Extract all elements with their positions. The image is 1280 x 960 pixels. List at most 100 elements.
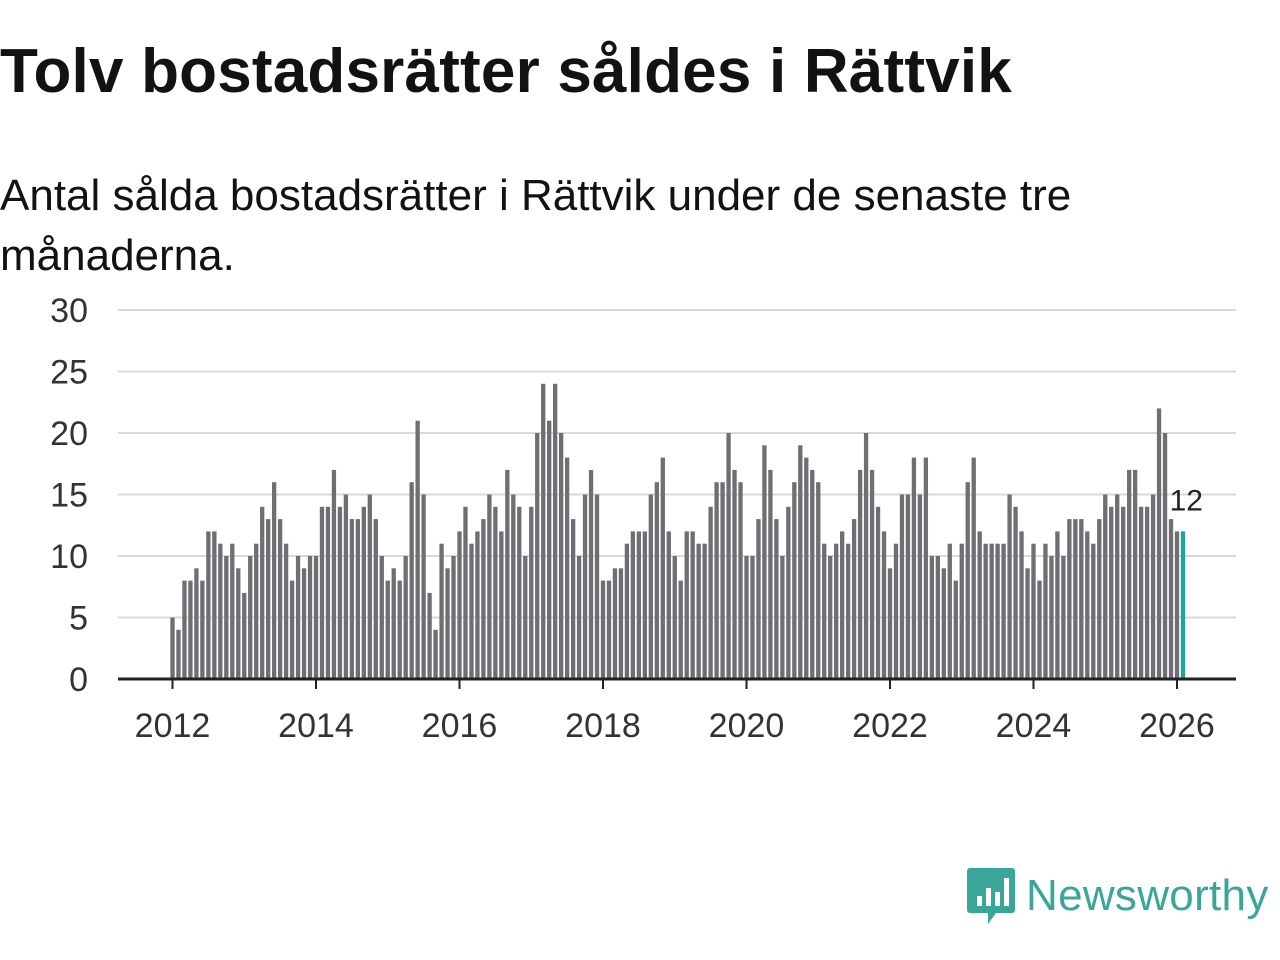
bar [965, 482, 970, 679]
bar [1174, 531, 1180, 679]
chart-subtitle: Antal sålda bostadsrätter i Rättvik unde… [0, 171, 1072, 280]
bar [881, 531, 887, 679]
bar [337, 506, 343, 679]
bar [875, 506, 881, 679]
bar [224, 556, 229, 679]
bar [929, 556, 934, 679]
bar [409, 482, 414, 679]
newsworthy-logo-icon [967, 868, 1015, 924]
bar [582, 494, 588, 679]
bar [487, 494, 492, 679]
bar [684, 531, 689, 679]
y-tick-label: 10 [50, 538, 88, 576]
bar [678, 580, 683, 679]
bar [271, 482, 277, 679]
bar [947, 543, 952, 679]
bar [612, 568, 618, 679]
bar [242, 592, 247, 679]
bar [905, 494, 911, 679]
bar [1001, 543, 1006, 679]
y-tick-label: 30 [50, 292, 88, 330]
y-tick-label: 15 [50, 477, 88, 515]
bar [780, 556, 785, 679]
bar [236, 568, 241, 679]
bar [283, 543, 289, 679]
bar [857, 469, 863, 679]
bar [636, 531, 642, 679]
bar [385, 580, 390, 679]
bar [810, 469, 815, 679]
bar [732, 469, 737, 679]
bar [953, 580, 958, 679]
x-tick-label: 2024 [996, 707, 1072, 745]
bar [756, 519, 761, 679]
bar [1043, 543, 1048, 679]
bar [828, 556, 833, 679]
bar [863, 433, 869, 679]
y-tick-label: 5 [69, 600, 88, 638]
bar [923, 457, 929, 679]
bar [726, 433, 731, 679]
bar [511, 494, 516, 679]
bar [696, 543, 701, 679]
bar [505, 469, 510, 679]
bar [804, 457, 809, 679]
bar [421, 494, 426, 679]
bar [714, 482, 719, 679]
bar [917, 494, 923, 679]
chart-title: Tolv bostadsrätter såldes i Rättvik [0, 37, 1012, 106]
bar [576, 556, 582, 679]
bar [325, 506, 331, 679]
bar [822, 543, 827, 679]
bar [445, 568, 450, 679]
bar [481, 519, 486, 679]
bar [230, 543, 235, 679]
bar [1085, 531, 1090, 679]
bar [702, 543, 707, 679]
bar [1097, 519, 1102, 679]
y-tick-label: 20 [50, 415, 88, 453]
bar [618, 568, 624, 679]
bar [254, 543, 259, 679]
bar [1049, 556, 1054, 679]
bar [541, 383, 546, 679]
x-tick-label: 2018 [565, 707, 641, 745]
bar [750, 556, 755, 679]
bar [463, 506, 468, 679]
bar [391, 568, 396, 679]
bar [624, 543, 630, 679]
bar [517, 506, 522, 679]
x-tick-label: 2014 [278, 707, 354, 745]
bar [1013, 506, 1018, 679]
bar [983, 543, 988, 679]
bar [194, 568, 199, 679]
y-tick-label: 0 [69, 661, 88, 699]
x-tick-label: 2022 [852, 707, 928, 745]
x-tick-label: 2012 [135, 707, 211, 745]
bar [349, 519, 355, 679]
bar [248, 556, 253, 679]
bar [1025, 568, 1030, 679]
bar [774, 519, 779, 679]
bar [654, 482, 659, 679]
bar [786, 506, 791, 679]
highlight-data-label: 12 [1170, 485, 1203, 518]
bar [367, 494, 372, 679]
bar [1091, 543, 1096, 679]
bar [792, 482, 797, 679]
bar [834, 543, 839, 679]
bar [1103, 494, 1108, 679]
bar [1162, 433, 1168, 679]
bar [887, 568, 893, 679]
bar [648, 494, 653, 679]
bar [642, 531, 647, 679]
bar [218, 543, 223, 679]
bar [851, 519, 857, 679]
bar [331, 469, 337, 679]
bar [893, 543, 899, 679]
bar [845, 543, 851, 679]
newsworthy-logo: Newsworthy [966, 864, 1269, 928]
bar [564, 457, 570, 679]
bar [744, 556, 749, 679]
bar [176, 629, 181, 679]
